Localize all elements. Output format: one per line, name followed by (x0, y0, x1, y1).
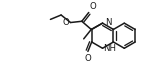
Text: O: O (89, 2, 96, 11)
Text: NH: NH (104, 44, 116, 53)
Text: O: O (85, 54, 91, 63)
Text: N: N (105, 18, 112, 27)
Text: O: O (62, 18, 69, 27)
